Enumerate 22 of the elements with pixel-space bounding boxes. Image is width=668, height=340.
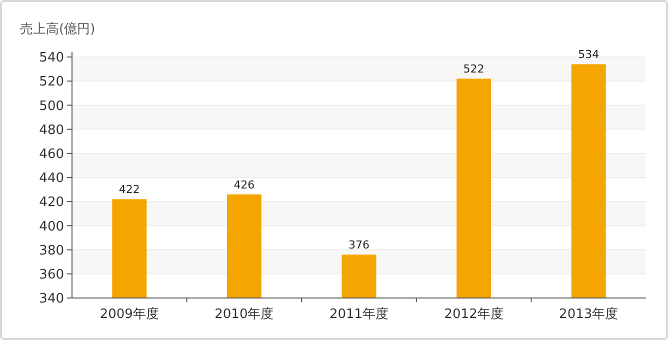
y-tick-label: 420 [39, 195, 64, 210]
y-tick-label: 360 [39, 267, 64, 282]
y-tick-label: 340 [39, 292, 64, 307]
data-label: 376 [348, 238, 370, 252]
y-tick-label: 520 [39, 74, 64, 90]
x-tick-label: 2009年度 [100, 306, 159, 322]
x-tick-label: 2012年度 [444, 306, 504, 322]
y-tick-label: 540 [39, 50, 64, 66]
data-label: 426 [234, 178, 255, 192]
y-tick-label: 480 [39, 122, 64, 138]
y-tick-label: 380 [39, 243, 64, 258]
x-tick-label: 2010年度 [214, 306, 274, 322]
y-tick-label: 460 [39, 146, 64, 162]
data-label: 522 [463, 62, 484, 76]
y-tick-label: 440 [39, 171, 64, 186]
y-tick-label: 400 [39, 219, 64, 234]
data-label: 422 [118, 183, 140, 196]
x-tick-label: 2013年度 [559, 306, 618, 322]
data-label: 534 [578, 48, 600, 62]
y-axis-title: 売上高(億円) [20, 21, 96, 37]
y-tick-label: 500 [39, 98, 64, 114]
x-tick-label: 2011年度 [329, 306, 389, 322]
